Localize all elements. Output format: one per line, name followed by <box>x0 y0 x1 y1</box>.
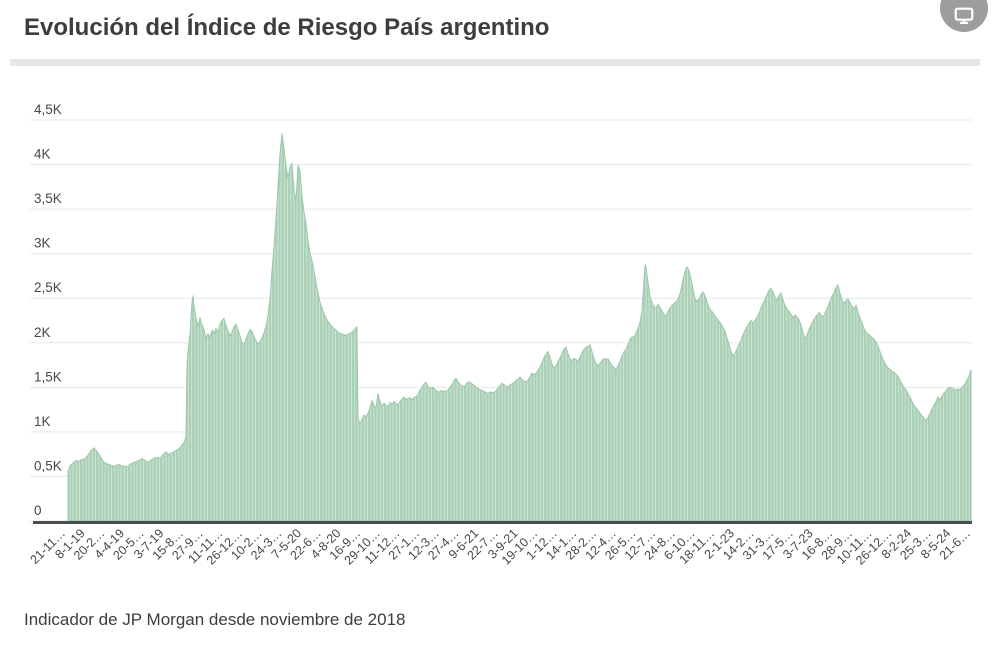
svg-text:1,5K: 1,5K <box>34 369 62 384</box>
svg-text:4K: 4K <box>34 147 51 162</box>
area-series <box>67 133 972 522</box>
svg-text:2K: 2K <box>34 325 51 340</box>
svg-text:1K: 1K <box>34 414 51 429</box>
svg-text:0: 0 <box>34 503 42 518</box>
chart-caption: Indicador de JP Morgan desde noviembre d… <box>24 610 406 629</box>
svg-text:3K: 3K <box>34 236 51 251</box>
svg-text:4,5K: 4,5K <box>34 102 62 117</box>
svg-text:3,5K: 3,5K <box>34 191 62 206</box>
svg-text:2,5K: 2,5K <box>34 280 62 295</box>
risk-area-chart: 0 0,5K 1K 1,5K 2K 2,5K 3K 3,5K 4K 4,5K 21-11…8-1-1… <box>27 102 973 568</box>
monitor-icon <box>954 7 974 24</box>
x-axis-labels: 21-11…8-1-1920-2…4-4-1920-5…3-7-1915-8…2… <box>27 526 973 567</box>
svg-text:0,5K: 0,5K <box>34 458 62 473</box>
y-axis-labels: 0 0,5K 1K 1,5K 2K 2,5K 3K 3,5K 4K 4,5K <box>34 102 62 518</box>
page-title: Evolución del Índice de Riesgo País arge… <box>24 14 550 41</box>
title-divider <box>10 59 980 66</box>
